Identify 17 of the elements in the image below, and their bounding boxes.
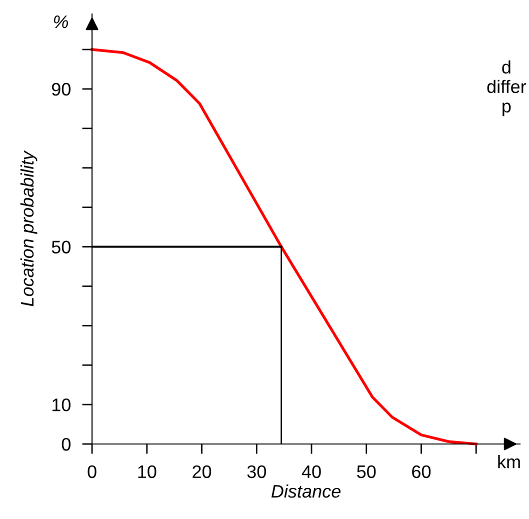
y-tick-label: 50 xyxy=(52,240,71,254)
y-axis-title: Location probability xyxy=(20,150,38,306)
line-series xyxy=(90,48,478,446)
annotation: d differ p xyxy=(487,60,526,116)
x-tick-label: 0 xyxy=(88,465,96,478)
y-tick-label: 90 xyxy=(52,82,71,96)
x-axis-title: Distance xyxy=(271,484,340,498)
text: km xyxy=(498,455,520,468)
x-tick-label: 30 xyxy=(247,465,266,478)
x-tick-label: 20 xyxy=(192,465,212,478)
y-tick-label: 0 xyxy=(62,438,71,451)
text: % xyxy=(54,15,68,28)
x-tick-label: 40 xyxy=(302,465,321,478)
x-tick-label: 60 xyxy=(412,465,431,478)
x-tick-label: 10 xyxy=(138,465,156,478)
x-tick-label: 50 xyxy=(357,465,376,478)
y-tick-label: 10 xyxy=(52,398,71,412)
